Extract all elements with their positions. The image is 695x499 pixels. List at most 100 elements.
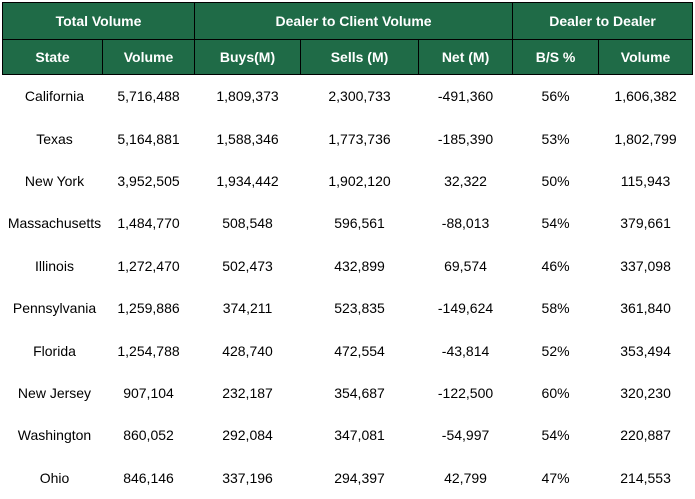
d2d-volume-cell: 353,494 [620, 342, 671, 359]
state-cell: New York [3, 160, 103, 202]
d2d-volume-cell: 1,802,799 [614, 130, 677, 147]
column-header-net: Net (M) [418, 39, 514, 75]
group-header-dealer-to-client: Dealer to Client Volume [194, 2, 514, 40]
buys-cell: 1,588,346 [216, 130, 279, 147]
bs-percent-cell: 56% [541, 88, 570, 105]
buys-cell: 232,187 [222, 384, 273, 401]
net-cell: 69,574 [444, 257, 487, 274]
bs-percent-cell: 46% [541, 257, 570, 274]
table-row: Massachusetts 1,484,770 508,548 596,561 -88,… [3, 202, 693, 244]
bs-percent-cell: 58% [541, 300, 570, 317]
bs-percent-cell: 53% [541, 130, 570, 147]
buys-cell: 292,084 [222, 427, 273, 444]
state-cell: Massachusetts [3, 202, 103, 244]
state-label: Massachusetts [7, 215, 102, 232]
sells-cell: 347,081 [334, 427, 385, 444]
state-cell: Texas [3, 117, 103, 159]
buys-cell: 1,934,442 [216, 172, 279, 189]
d2d-volume-cell: 220,887 [620, 427, 671, 444]
net-cell: 42,799 [444, 469, 487, 486]
sells-cell: 354,687 [334, 384, 385, 401]
volume-cell: 1,254,788 [117, 342, 180, 359]
table-body: California 5,716,488 1,809,373 2,300,733 -49… [3, 75, 693, 499]
sells-cell: 2,300,733 [328, 88, 391, 105]
column-header-bs-percent: B/S % [512, 39, 600, 75]
state-label: California [24, 88, 85, 105]
sells-cell: 596,561 [334, 215, 385, 232]
table-row: Washington 860,052 292,084 347,081 -54,997 54… [3, 414, 693, 456]
state-cell: Florida [3, 329, 103, 371]
d2d-volume-cell: 379,661 [620, 215, 671, 232]
sells-cell: 1,773,736 [328, 130, 391, 147]
sells-cell: 294,397 [334, 469, 385, 486]
volume-cell: 3,952,505 [117, 172, 180, 189]
bs-percent-cell: 47% [541, 469, 570, 486]
state-label: New York [24, 172, 85, 189]
volume-cell: 846,146 [123, 469, 174, 486]
state-label: Ohio [39, 469, 70, 486]
buys-cell: 337,196 [222, 469, 273, 486]
group-header-dealer-to-dealer: Dealer to Dealer [512, 2, 694, 40]
table-row: Texas 5,164,881 1,588,346 1,773,736 -185,390… [3, 117, 693, 159]
buys-cell: 428,740 [222, 342, 273, 359]
d2d-volume-cell: 320,230 [620, 384, 671, 401]
sells-cell: 472,554 [334, 342, 385, 359]
buys-cell: 508,548 [222, 215, 273, 232]
bs-percent-cell: 54% [541, 427, 570, 444]
buys-cell: 1,809,373 [216, 88, 279, 105]
d2d-volume-cell: 115,943 [620, 172, 671, 189]
d2d-volume-cell: 214,553 [620, 469, 671, 486]
state-label: New Jersey [17, 384, 92, 401]
buys-cell: 374,211 [222, 300, 273, 317]
group-header-row: Total Volume Dealer to Client Volume Dea… [1, 2, 694, 40]
bs-percent-cell: 54% [541, 215, 570, 232]
volume-cell: 1,259,886 [117, 300, 180, 317]
state-cell: Illinois [3, 245, 103, 287]
state-label: Florida [33, 342, 76, 359]
volume-cell: 860,052 [123, 427, 174, 444]
volume-cell: 1,484,770 [117, 215, 180, 232]
net-cell: -54,997 [441, 427, 490, 444]
column-header-state: State [2, 39, 103, 75]
state-cell: Pennsylvania [3, 287, 103, 329]
table-row: Illinois 1,272,470 502,473 432,899 69,574 46%… [3, 245, 693, 287]
column-header-row: State Volume Buys(M) Sells (M) Net (M) B… [2, 39, 694, 75]
state-label: Illinois [35, 257, 74, 274]
bs-percent-cell: 52% [541, 342, 570, 359]
column-header-volume: Volume [101, 39, 196, 75]
bs-percent-cell: 60% [541, 384, 570, 401]
sells-cell: 432,899 [334, 257, 385, 274]
sells-cell: 1,902,120 [328, 172, 391, 189]
table-row: Ohio 846,146 337,196 294,397 42,799 47% 214,55… [3, 457, 693, 499]
state-label: Washington [17, 427, 92, 444]
table-row: New York 3,952,505 1,934,442 1,902,120 32,32… [3, 160, 693, 202]
state-cell: California [3, 75, 103, 118]
net-cell: -149,624 [437, 300, 494, 317]
table-row: Pennsylvania 1,259,886 374,211 523,835 -149,… [3, 287, 693, 329]
volume-cell: 907,104 [123, 384, 174, 401]
state-cell: New Jersey [3, 372, 103, 414]
sells-cell: 523,835 [334, 300, 385, 317]
state-cell: Ohio [3, 457, 103, 499]
column-header-buys: Buys(M) [194, 39, 302, 75]
d2d-volume-cell: 1,606,382 [614, 88, 677, 105]
net-cell: 32,322 [444, 172, 487, 189]
state-label: Pennsylvania [12, 300, 97, 317]
net-cell: -43,814 [441, 342, 490, 359]
state-cell: Washington [3, 414, 103, 456]
net-cell: -88,013 [441, 215, 490, 232]
net-cell: -491,360 [437, 88, 494, 105]
bs-percent-cell: 50% [541, 172, 570, 189]
d2d-volume-cell: 361,840 [620, 300, 671, 317]
column-header-sells: Sells (M) [300, 39, 420, 75]
volume-cell: 5,716,488 [117, 88, 180, 105]
volume-cell: 1,272,470 [117, 257, 180, 274]
net-cell: -122,500 [437, 384, 494, 401]
buys-cell: 502,473 [222, 257, 273, 274]
table-row: Florida 1,254,788 428,740 472,554 -43,814 52%… [3, 329, 693, 371]
d2d-volume-cell: 337,098 [620, 257, 671, 274]
table-row: California 5,716,488 1,809,373 2,300,733 -49… [3, 75, 693, 118]
column-header-d2d-volume: Volume [598, 39, 694, 75]
volume-cell: 5,164,881 [117, 130, 180, 147]
